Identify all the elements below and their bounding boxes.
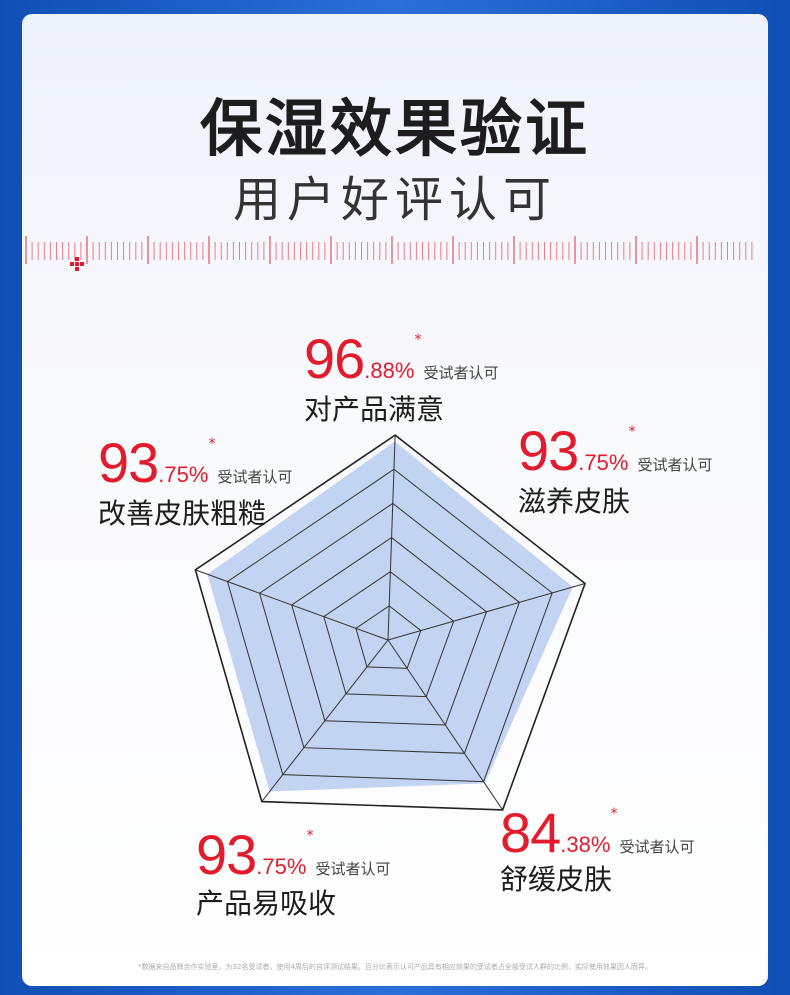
stat-int: 84: [500, 801, 561, 864]
ruler-marker: [75, 257, 79, 261]
stat-star: *: [208, 436, 216, 452]
axis-label-soothe: 舒缓皮肤: [500, 863, 613, 896]
stat-dec: .75%: [158, 462, 209, 487]
stat-soothe: 84.38% *受试者认可: [500, 800, 694, 865]
stat-dec: .75%: [256, 854, 307, 879]
stat-tag: 受试者认可: [619, 838, 695, 856]
radar-axis-spoke: [195, 569, 389, 641]
axis-label-absorb: 产品易吸收: [196, 887, 337, 920]
radar-grid-ring: [226, 468, 553, 783]
stat-star: *: [414, 332, 422, 348]
radar-grid-ring: [323, 571, 455, 698]
stat-dec: .88%: [364, 358, 415, 383]
axis-label-nourish: 滋养皮肤: [518, 485, 631, 518]
stat-absorb: 93.75% *受试者认可: [196, 822, 390, 887]
radar-grid-ring: [291, 536, 488, 726]
radar-grid-ring: [258, 502, 520, 754]
page-title: 保湿效果验证: [199, 92, 590, 165]
footnote: *数据来自品牌合作实验室，为32名受试者，使用4周后的自评测试结果。百分比表示认…: [138, 963, 652, 971]
stat-star: *: [628, 424, 636, 440]
ruler-marker: [75, 262, 79, 266]
stat-dec: .75%: [578, 450, 629, 475]
stat-satisfaction: 96.88% *受试者认可: [304, 326, 498, 391]
ruler-marker: [70, 262, 74, 266]
radar-data-area: [207, 441, 573, 792]
stat-int: 96: [304, 327, 365, 390]
radar-axis-spoke: [387, 639, 504, 811]
radar-grid-ring: [355, 605, 422, 669]
stat-rough: 93.75% *受试者认可: [98, 430, 292, 495]
stat-tag: 受试者认可: [217, 468, 293, 486]
stat-nourish: 93.75% *受试者认可: [518, 418, 712, 483]
radar-grid-ring: [194, 434, 587, 811]
stat-dec: .38%: [560, 832, 611, 857]
stat-int: 93: [98, 431, 159, 494]
ruler-marker: [80, 262, 84, 266]
stat-star: *: [306, 828, 314, 844]
stat-tag: 受试者认可: [315, 860, 391, 878]
stat-star: *: [610, 806, 618, 822]
axis-label-rough: 改善皮肤粗糙: [98, 497, 267, 530]
stat-int: 93: [196, 823, 257, 886]
ruler-marker: [75, 267, 79, 271]
page-subtitle: 用户好评认可: [232, 172, 557, 228]
stat-int: 93: [518, 419, 579, 482]
radar-axis-spoke: [387, 583, 586, 641]
stat-tag: 受试者认可: [637, 456, 713, 474]
radar-axis-spoke: [261, 639, 389, 802]
radar-axis-spoke: [387, 435, 396, 641]
stat-tag: 受试者认可: [423, 364, 499, 382]
ruler-decoration: [25, 236, 753, 271]
axis-label-satisfaction: 对产品满意: [304, 393, 445, 426]
